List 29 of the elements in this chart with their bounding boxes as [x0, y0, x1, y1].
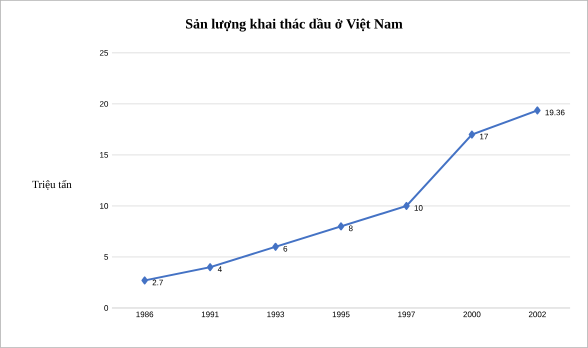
y-tick-label: 10	[100, 203, 108, 209]
data-label: 4	[218, 266, 222, 272]
y-tick-label: 20	[100, 101, 108, 107]
point	[272, 242, 279, 251]
point	[534, 106, 541, 115]
x-tick-label: 2002	[528, 312, 546, 318]
x-tick-label: 1997	[398, 312, 415, 318]
point	[141, 276, 148, 284]
data-label: 19.36	[546, 110, 565, 116]
data-label: 8	[348, 226, 353, 232]
x-tick-label: 1986	[136, 312, 154, 318]
data-label: 6	[284, 246, 288, 252]
data-label: 2.7	[152, 280, 163, 286]
y-axis-title: Triệu tấn	[32, 180, 72, 190]
point	[403, 202, 410, 210]
point	[338, 222, 344, 230]
data-label: 17	[480, 134, 488, 140]
x-tick-label: 1995	[332, 312, 350, 318]
y-tick-label: 5	[104, 254, 108, 260]
x-tick-label: 1991	[202, 312, 219, 318]
y-tick-label: 0	[104, 305, 108, 311]
x-tick-label: 1993	[267, 312, 284, 318]
point	[468, 130, 476, 139]
data-label: 10	[414, 205, 423, 211]
x-tick-label: 2000	[463, 312, 481, 318]
chart-title: Sản lượng khai thác dầu ở Việt Nam	[186, 18, 403, 32]
point	[206, 263, 214, 272]
y-tick-label: 25	[100, 50, 108, 56]
y-tick-label: 15	[100, 152, 108, 158]
